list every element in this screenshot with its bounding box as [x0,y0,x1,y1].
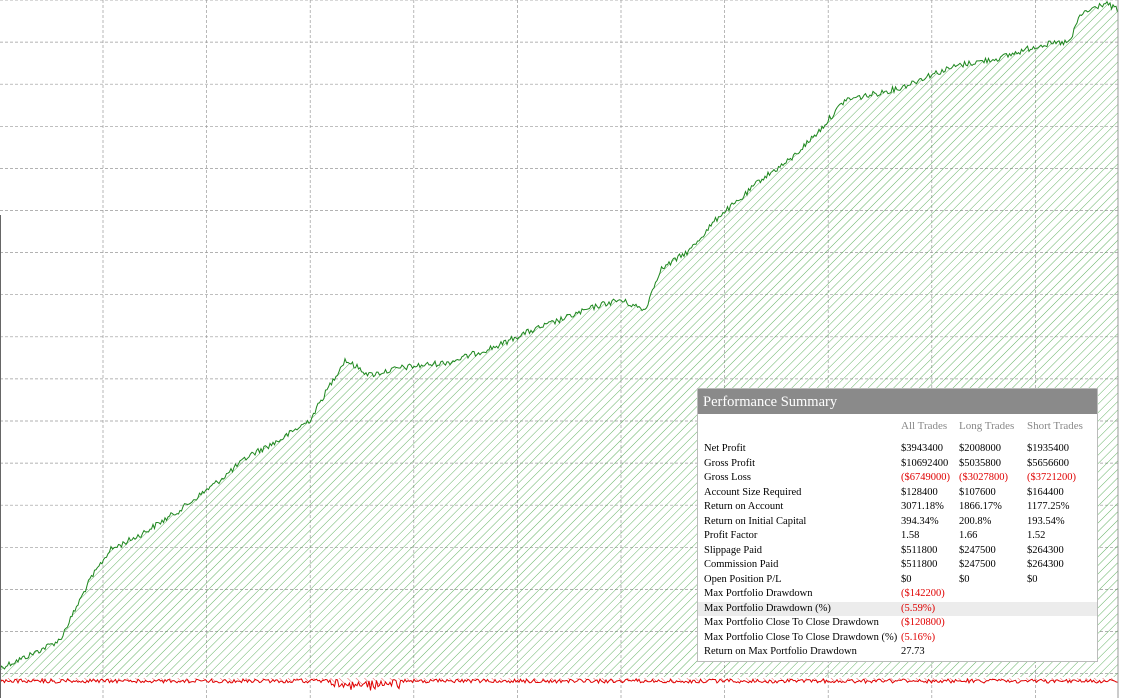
cell: $247500 [959,544,996,556]
cell: $247500 [959,559,996,570]
row-label: Return on Max Portfolio Drawdown [704,646,857,657]
row-label: Max Portfolio Close To Close Drawdown (%… [704,631,898,643]
cell: 1.58 [901,530,920,541]
cell: (5.16%) [901,631,936,643]
cell: $0 [959,573,970,585]
cell: ($120800) [901,617,945,628]
cell: $107600 [959,486,996,498]
column-header: Long Trades [959,420,1015,432]
cell: $5656600 [1027,457,1069,469]
cell: ($6749000) [901,472,950,483]
row-label: Gross Profit [704,457,756,469]
table-row: Net Profit $3943400 $2008000 $1935400 [698,442,1097,456]
cell: 3071.18% [901,501,944,512]
drawdown-line [0,677,1118,691]
drawdown-area [0,678,1118,691]
cell: ($3721200) [1027,472,1076,483]
cell: $3943400 [901,443,943,454]
cell: 200.8% [959,515,992,527]
table-row: Max Portfolio Close To Close Drawdown (%… [698,631,1097,645]
cell: $0 [901,573,912,585]
cell: 394.34% [901,515,939,527]
table-row: Max Portfolio Close To Close Drawdown ($1… [698,616,1097,630]
row-label: Max Portfolio Close To Close Drawdown [704,617,879,628]
column-header: All Trades [901,420,948,432]
cell: ($3027800) [959,472,1008,483]
cell: $0 [1027,573,1038,585]
cell: $264300 [1027,559,1064,570]
row-label: Gross Loss [704,472,751,483]
cell: 1177.25% [1027,501,1070,512]
row-label: Account Size Required [704,486,802,498]
cell: $511800 [901,559,938,570]
row-label: Max Portfolio Drawdown (%) [704,602,831,614]
cell: 1866.17% [959,501,1002,512]
column-header: Short Trades [1027,420,1083,432]
table-row: Slippage Paid $511800 $247500 $264300 [698,544,1097,558]
cell: $2008000 [959,443,1001,454]
cell: $5035800 [959,457,1001,469]
table-row: Open Position P/L $0 $0 $0 [698,573,1097,587]
cell: $264300 [1027,544,1064,556]
cell: ($142200) [901,588,945,599]
row-label: Open Position P/L [704,573,782,585]
cell: 27.73 [901,646,925,657]
table-row: Profit Factor 1.58 1.66 1.52 [698,529,1097,543]
cell: $10692400 [901,457,949,469]
row-label: Profit Factor [704,530,758,541]
table-row: Max Portfolio Drawdown ($142200) [698,587,1097,601]
table-row: Account Size Required $128400 $107600 $1644… [698,486,1097,500]
row-label: Return on Account [704,501,784,512]
column-header-row: All Trades Long Trades Short Trades [698,419,1097,433]
cell: $164400 [1027,486,1064,498]
equity-line [0,0,1118,670]
row-label: Net Profit [704,443,746,454]
cell: 1.52 [1027,530,1046,541]
cell: $511800 [901,544,938,556]
cell: (5.59%) [901,602,936,614]
table-row: Gross Profit $10692400 $5035800 $5656600 [698,457,1097,471]
row-label: Return on Initial Capital [704,515,807,527]
table-row: Commission Paid $511800 $247500 $264300 [698,558,1097,572]
table-row: Max Portfolio Drawdown (%) (5.59%) [698,601,1097,616]
performance-summary: Performance Summary All Trades Long Trade… [697,388,1098,662]
table-row: Return on Max Portfolio Drawdown 27.73 [698,645,1097,659]
row-label: Commission Paid [704,559,779,570]
cell: $128400 [901,486,938,498]
cell: 1.66 [959,530,978,541]
table-row: Gross Loss ($6749000) ($3027800) ($3721200) [698,471,1097,485]
table-row: Return on Account 3071.18% 1866.17% 1177.25… [698,500,1097,514]
row-label: Max Portfolio Drawdown [704,588,813,599]
cell: 193.54% [1027,515,1065,527]
table-row: Return on Initial Capital 394.34% 200.8% 19… [698,515,1097,529]
panel-title: Performance Summary [698,389,1097,414]
row-label: Slippage Paid [704,544,763,556]
cell: $1935400 [1027,443,1069,454]
